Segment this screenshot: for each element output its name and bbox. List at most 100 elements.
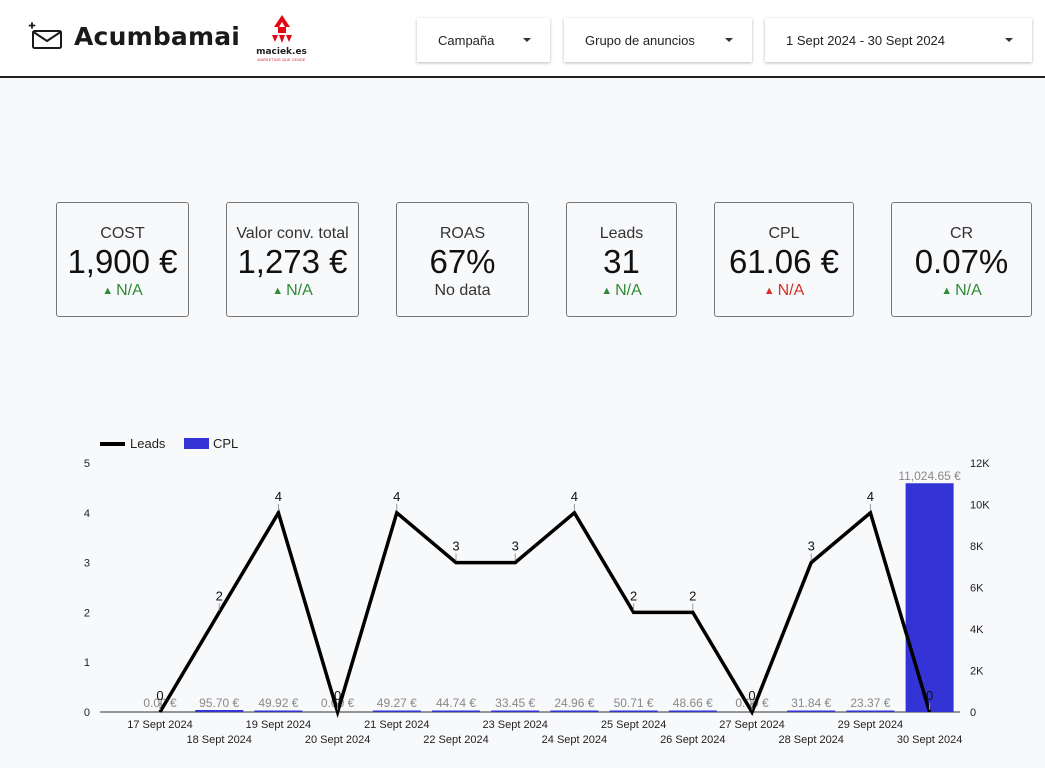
cpl-bar bbox=[905, 483, 954, 712]
kpi-delta: ▲ N/A bbox=[102, 282, 143, 299]
x-axis-tick-label: 17 Sept 2024 bbox=[127, 719, 192, 731]
mail-envelope-plus-icon bbox=[28, 22, 64, 50]
y-right-tick-label: 8K bbox=[970, 541, 984, 553]
arrow-up-icon: ▲ bbox=[601, 284, 613, 297]
x-axis-tick-label: 29 Sept 2024 bbox=[838, 719, 903, 731]
cpl-data-label: 48.66 € bbox=[673, 696, 713, 710]
leads-data-label: 0 bbox=[334, 688, 341, 703]
leads-data-label: 0 bbox=[926, 688, 933, 703]
brand-logo[interactable]: Acumbamail bbox=[28, 18, 249, 54]
cpl-bar bbox=[668, 710, 717, 712]
kpi-value: 0.07% bbox=[914, 243, 1009, 280]
y-left-tick-label: 5 bbox=[84, 458, 90, 470]
legend-swatch-cpl bbox=[184, 438, 209, 449]
leads-data-label: 3 bbox=[452, 539, 459, 554]
leads-data-label: 4 bbox=[571, 489, 578, 504]
y-right-tick-label: 10K bbox=[970, 500, 990, 512]
cpl-bar bbox=[372, 710, 421, 712]
kpi-delta: No data bbox=[434, 282, 491, 299]
leads-data-label: 3 bbox=[512, 539, 519, 554]
cpl-bars bbox=[195, 483, 954, 712]
kpi-delta: ▲ N/A bbox=[272, 282, 313, 299]
arrow-up-icon: ▲ bbox=[272, 284, 284, 297]
rocket-logo-icon bbox=[269, 14, 295, 49]
cpl-data-label: 49.92 € bbox=[258, 696, 298, 710]
partner-logo: maciek.es MARKETING QUE VENDE bbox=[240, 0, 323, 76]
cpl-data-label: 49.27 € bbox=[377, 696, 417, 710]
kpi-card-conv-value: Valor conv. total 1,273 € ▲ N/A bbox=[226, 202, 359, 317]
kpi-value: 1,900 € bbox=[67, 243, 178, 280]
kpi-delta: ▲ N/A bbox=[763, 282, 805, 299]
campaign-dropdown[interactable]: Campaña bbox=[417, 18, 550, 62]
caret-down-icon bbox=[1005, 38, 1013, 42]
leads-point-labels: 0 2 4 0 4 3 3 4 2 2 0 3 4 0 bbox=[156, 489, 933, 710]
x-axis-tick-label: 25 Sept 2024 bbox=[601, 719, 666, 731]
date-range-label: 1 Sept 2024 - 30 Sept 2024 bbox=[786, 32, 946, 48]
kpi-label: Leads bbox=[599, 225, 644, 242]
leads-data-label: 4 bbox=[867, 489, 874, 504]
arrow-up-icon: ▲ bbox=[941, 284, 953, 297]
date-range-dropdown[interactable]: 1 Sept 2024 - 30 Sept 2024 bbox=[765, 18, 1032, 62]
cpl-bar bbox=[254, 710, 303, 712]
y-right-tick-label: 4K bbox=[970, 624, 984, 636]
x-axis-tick-label: 23 Sept 2024 bbox=[482, 719, 547, 731]
kpi-label: CR bbox=[949, 225, 974, 242]
caret-down-icon bbox=[725, 38, 733, 42]
y-left-tick-label: 2 bbox=[84, 607, 90, 619]
cpl-bar bbox=[550, 710, 599, 712]
y-right-tick-label: 12K bbox=[970, 458, 990, 470]
arrow-up-icon: ▲ bbox=[763, 284, 775, 297]
y-left-tick-label: 0 bbox=[84, 707, 90, 719]
cpl-bar bbox=[432, 710, 480, 712]
kpi-card-cpl: CPL 61.06 € ▲ N/A bbox=[714, 202, 854, 317]
kpi-label: ROAS bbox=[439, 225, 486, 242]
kpi-value: 1,273 € bbox=[237, 243, 348, 280]
x-axis-tick-label: 27 Sept 2024 bbox=[719, 719, 784, 731]
leads-data-label: 0 bbox=[156, 688, 163, 703]
partner-tagline: MARKETING QUE VENDE bbox=[257, 58, 306, 62]
kpi-label: CPL bbox=[768, 225, 800, 242]
cpl-data-label: 33.45 € bbox=[495, 696, 535, 710]
leads-data-label: 2 bbox=[630, 588, 637, 603]
kpi-delta: ▲ N/A bbox=[941, 282, 982, 299]
cpl-data-label: 95.70 € bbox=[199, 696, 239, 710]
leads-data-label: 4 bbox=[393, 489, 400, 504]
y-right-tick-label: 6K bbox=[970, 583, 984, 595]
y-left-tick-label: 1 bbox=[84, 657, 90, 669]
caret-down-icon bbox=[523, 38, 531, 42]
cpl-data-label: 44.74 € bbox=[436, 696, 476, 710]
x-axis-tick-label: 18 Sept 2024 bbox=[186, 734, 251, 746]
kpi-label: Valor conv. total bbox=[236, 225, 349, 242]
y-left-tick-label: 4 bbox=[84, 508, 90, 520]
x-axis-tick-label: 20 Sept 2024 bbox=[305, 734, 370, 746]
leads-data-label: 3 bbox=[808, 539, 815, 554]
arrow-up-icon: ▲ bbox=[102, 284, 114, 297]
x-axis-tick-label: 19 Sept 2024 bbox=[246, 719, 311, 731]
adgroup-dropdown[interactable]: Grupo de anuncios bbox=[564, 18, 752, 62]
kpi-delta: ▲ N/A bbox=[601, 282, 642, 299]
cpl-bar bbox=[787, 710, 836, 712]
y-right-tick-label: 0 bbox=[970, 707, 976, 719]
adgroup-dropdown-label: Grupo de anuncios bbox=[585, 32, 695, 48]
kpi-label: COST bbox=[100, 225, 145, 242]
x-axis-tick-label: 21 Sept 2024 bbox=[364, 719, 429, 731]
kpi-card-roas: ROAS 67% No data bbox=[396, 202, 529, 317]
cpl-data-label: 50.71 € bbox=[614, 696, 654, 710]
brand-name: Acumbamail bbox=[74, 21, 249, 51]
y-right-tick-label: 2K bbox=[970, 666, 984, 678]
cpl-bar bbox=[195, 710, 244, 712]
x-axis-tick-label: 22 Sept 2024 bbox=[423, 734, 488, 746]
leads-data-label: 2 bbox=[216, 588, 223, 603]
campaign-dropdown-label: Campaña bbox=[438, 32, 495, 48]
leads-data-label: 0 bbox=[748, 688, 755, 703]
header-bar: Acumbamail maciek.es MARKETING QUE VENDE… bbox=[0, 0, 1045, 78]
x-axis-tick-label: 30 Sept 2024 bbox=[897, 734, 962, 746]
x-axis-tick-label: 26 Sept 2024 bbox=[660, 734, 725, 746]
cpl-data-label: 11,024.65 € bbox=[898, 469, 961, 483]
kpi-value: 31 bbox=[603, 243, 640, 280]
cpl-data-label: 31.84 € bbox=[791, 696, 831, 710]
y-left-tick-label: 3 bbox=[84, 558, 90, 570]
cpl-bar bbox=[491, 710, 540, 712]
leads-data-label: 2 bbox=[689, 588, 696, 603]
